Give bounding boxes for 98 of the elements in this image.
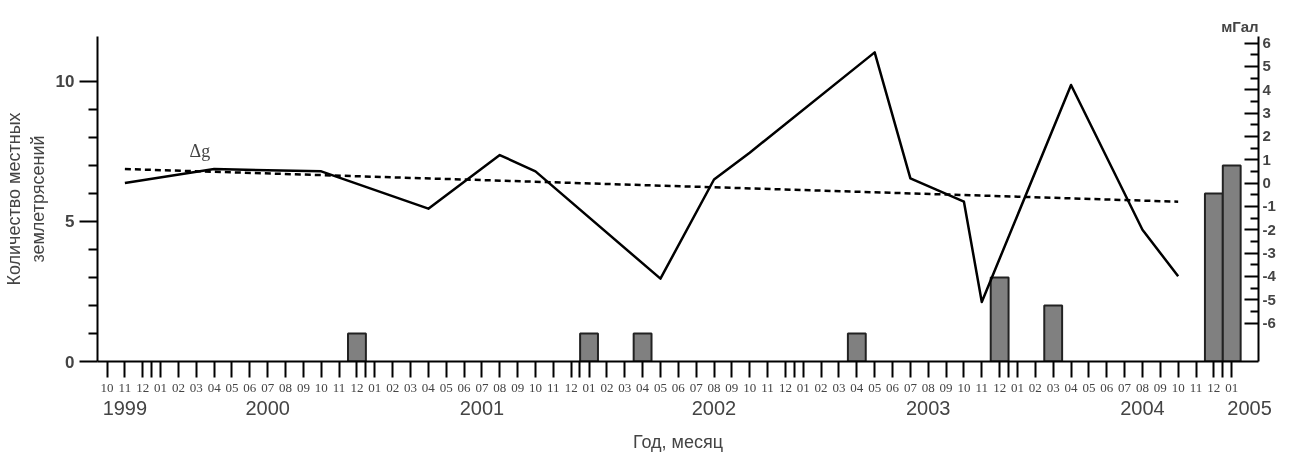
x-tick-label: 12 [564,379,578,395]
x-tick-label: 06 [886,379,900,395]
x-tick-label: 04 [636,379,650,395]
x-tick-label: 11 [547,379,560,395]
x-tick-label: 06 [671,379,686,395]
x-tick-label: 06 [1100,379,1114,395]
x-tick-label: 07 [1118,379,1132,395]
x-tick-label: 03 [832,379,846,395]
x-tick-label: 03 [1046,379,1060,395]
y2-tick-label: -3 [1262,244,1276,262]
x-tick-label: 08 [707,379,721,395]
x2-tick-label: 1999 [102,396,148,419]
x-tick-label: 01 [154,379,168,395]
x2-tick-label: 2005 [1227,396,1272,419]
x-tick-label: 01 [368,379,382,395]
x2-tick-label: 2000 [245,396,290,419]
x-tick-label: 05 [653,379,667,395]
x-tick-label: 11 [975,379,989,395]
x-tick-label: 09 [511,379,525,395]
bar [846,332,867,362]
x2-tick-label: 2004 [1120,396,1165,419]
x-tick-label: 10 [100,379,114,395]
x-tick-label: 10 [314,379,328,395]
x-tick-label: 12 [136,379,150,395]
x-tick-label: 02 [386,379,400,395]
x-tick-label: 04 [421,379,436,395]
x-tick-label: 11 [761,379,774,395]
x2-tick-label: 2001 [459,396,505,419]
x-tick-label: 03 [618,379,632,395]
y2-tick-label: -4 [1262,267,1277,285]
x-tick-label: 08 [279,379,293,395]
x-tick-label: 05 [225,379,239,395]
y-tick-label: 5 [65,212,75,232]
x-tick-label: 11 [332,379,346,395]
bar [989,276,1010,362]
x-tick-label: 09 [939,379,953,395]
y2-tick-label: -2 [1262,220,1276,238]
x-tick-label: 09 [1153,379,1167,395]
x-tick-label: 09 [296,379,310,395]
x-tick-label: 01 [1225,379,1239,395]
line-series [123,51,1180,304]
series-label: Δg [189,141,211,162]
bar [347,332,367,362]
y2-axis-title: мГал [1221,17,1259,35]
x-tick-label: 10 [743,379,757,395]
x-tick-label: 07 [261,379,275,395]
y2-tick-label: 3 [1262,104,1271,122]
x-tick-label: 02 [814,379,828,395]
bar [1043,304,1064,362]
y2-tick-label: -6 [1262,314,1276,331]
x-tick-label: 02 [1028,379,1042,395]
bar [579,332,599,362]
x-tick-label: 07 [475,379,489,395]
x-tick-label: 08 [921,379,935,395]
x-tick-label: 08 [493,379,507,395]
x-tick-label: 09 [725,379,739,395]
y2-tick-label: 5 [1262,57,1271,75]
x-tick-label: 01 [1010,379,1024,395]
x-tick-label: 01 [582,379,596,395]
x-tick-label: 11 [118,379,132,395]
y2-tick-label: 1 [1262,150,1271,168]
x-tick-label: 04 [207,379,222,395]
x2-tick-label: 2003 [905,396,951,419]
y-tick-label: 10 [55,72,75,92]
y2-tick-label: -5 [1262,290,1276,308]
x-tick-label: 05 [868,379,882,395]
x-tick-label: 05 [1082,379,1096,395]
x-tick-label: 12 [350,379,364,395]
x-tick-label: 01 [796,379,810,395]
x-tick-label: 05 [439,379,453,395]
x-tick-label: 06 [243,379,257,395]
x-tick-label: 02 [600,379,614,395]
x-tick-label: 03 [404,379,418,395]
x-tick-label: 12 [1207,379,1221,395]
y2-tick-label: 2 [1262,127,1271,145]
x-tick-label: 12 [993,379,1007,395]
x-tick-label: 12 [778,379,792,395]
x-tick-label: 02 [171,379,185,395]
x-tick-label: 10 [528,379,542,395]
x-tick-label: 11 [1189,379,1203,395]
x-tick-label: 08 [1135,379,1149,395]
y2-tick-label: -1 [1262,197,1276,215]
x-tick-label: 07 [689,379,704,395]
x-tick-label: 03 [189,379,203,395]
y2-tick-label: 4 [1262,80,1272,98]
y2-tick-label: 0 [1262,174,1271,192]
x-tick-label: 10 [957,379,971,395]
x2-tick-label: 2002 [691,396,737,419]
x-axis-title: Год, месяц [632,431,724,452]
y-axis-title: Количество местных землетрясений [3,112,48,286]
x-tick-label: 06 [457,379,472,395]
x-tick-label: 10 [1171,379,1185,395]
x-tick-label: 07 [903,379,918,395]
y-tick-label: 0 [65,352,75,372]
x-tick-label: 04 [850,379,864,395]
bar [632,332,653,362]
y2-tick-label: 6 [1262,34,1271,52]
x-tick-label: 04 [1064,379,1079,395]
